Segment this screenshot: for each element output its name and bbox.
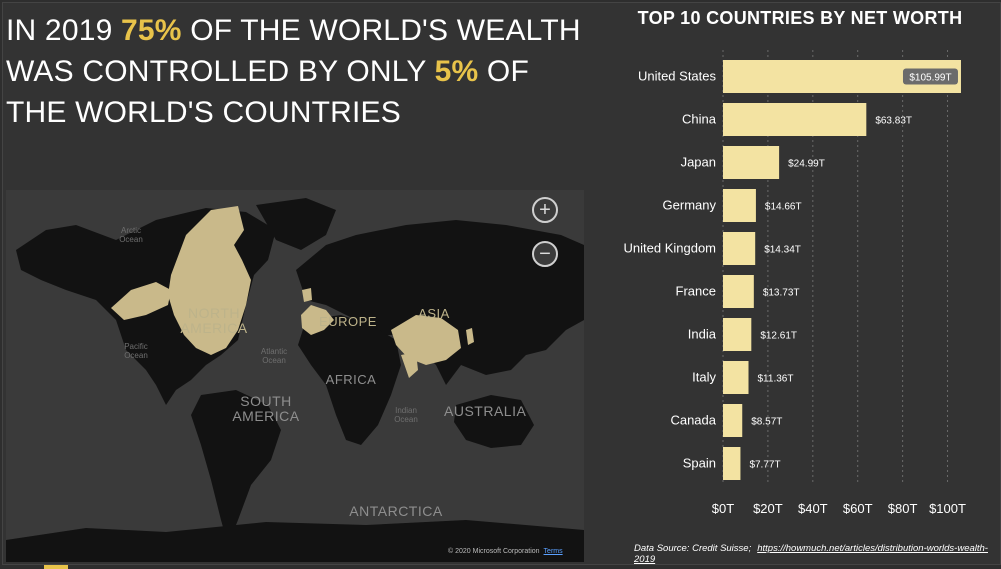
page-tab-indicator [44,565,68,569]
map-label-antarctica: ANTARCTICA [349,503,443,519]
south-america-land [191,390,281,545]
highlight-india [401,352,418,378]
map-label-australia: AUSTRALIA [444,403,527,419]
ocean-label-pacific: Pacific Ocean [124,342,148,360]
data-source: Data Source: Credit Suisse; https://howmu… [634,543,1001,565]
headline-text-1: IN 2019 [6,14,122,47]
map-terms-link[interactable]: Terms [543,548,563,555]
map-label-asia: ASIA [418,306,450,321]
headline-highlight-5: 5% [434,55,479,88]
highlight-uk [302,288,312,302]
world-map-graphic [6,198,584,562]
highlight-alaska [111,282,171,320]
highlight-china [391,315,461,365]
australia-land [454,395,534,448]
headline-text-2: OF THE WORLD'S WEALTH WAS CONTROLLED BY … [6,14,581,88]
headline-highlight-75: 75% [121,14,182,47]
map-label-north-america: NORTH AMERICA [180,305,248,336]
highlight-japan [466,328,474,345]
zoom-out-button[interactable]: − [532,241,558,267]
map-label-africa: AFRICA [325,372,377,387]
headline: IN 2019 75% OF THE WORLD'S WEALTH WAS CO… [6,10,596,133]
map-label-europe: EUROPE [319,314,377,329]
data-source-link[interactable]: https://howmuch.net/articles/distributio… [634,543,988,565]
map-copyright-text: © 2020 Microsoft Corporation [448,548,540,555]
ocean-label-indian: Indian Ocean [394,406,418,424]
greenland-land [256,198,336,250]
highlight-europe [301,305,334,335]
africa-land [298,315,401,445]
highlight-north-america [168,206,251,355]
antarctica-land [6,520,584,562]
data-source-label: Data Source: Credit Suisse; [634,543,752,554]
chart-title: TOP 10 COUNTRIES BY NET WORTH [637,8,963,28]
zoom-in-button[interactable]: + [532,197,558,223]
ocean-label-arctic: Arctic Ocean [119,226,143,244]
world-map[interactable]: Arctic Ocean Pacific Ocean Atlantic Ocea… [6,190,584,562]
map-label-south-america: SOUTH AMERICA [232,393,300,424]
eurasia-land [296,220,584,385]
map-copyright: © 2020 Microsoft Corporation Terms [448,548,563,555]
ocean-label-atlantic: Atlantic Ocean [260,347,288,365]
headline-text-3: OF THE WORLD'S COUNTRIES [6,55,529,129]
